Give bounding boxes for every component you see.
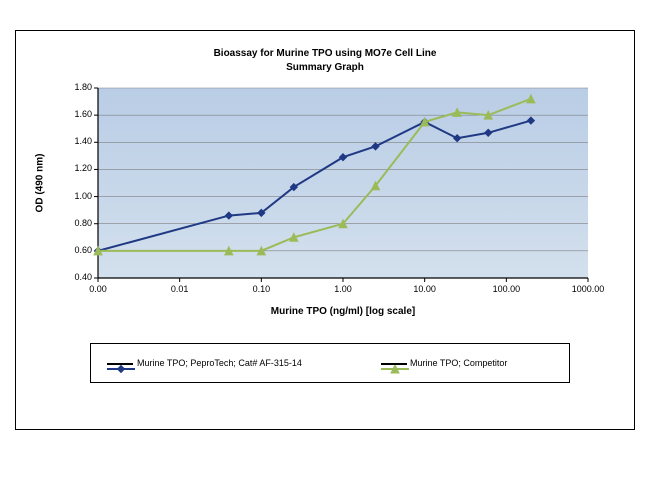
x-tick-label: 0.00 [89, 284, 107, 294]
legend-label-competitor: Murine TPO; Competitor [410, 358, 507, 368]
legend: Murine TPO; PeproTech; Cat# AF-315-14 Mu… [90, 343, 570, 383]
x-tick-label: 1.00 [334, 284, 352, 294]
legend-item-competitor: Murine TPO; Competitor [381, 358, 507, 368]
x-tick-label: 100.00 [493, 284, 521, 294]
x-tick-label: 1000.00 [572, 284, 605, 294]
legend-item-peprotech: Murine TPO; PeproTech; Cat# AF-315-14 [107, 358, 302, 368]
y-tick-label: 0.60 [64, 245, 92, 255]
y-tick-label: 1.60 [64, 109, 92, 119]
y-tick-label: 1.00 [64, 191, 92, 201]
y-tick-label: 0.40 [64, 272, 92, 282]
y-tick-label: 1.80 [64, 82, 92, 92]
chart-plot [0, 0, 650, 502]
x-tick-label: 0.10 [253, 284, 271, 294]
y-tick-label: 1.40 [64, 136, 92, 146]
y-tick-label: 0.80 [64, 218, 92, 228]
legend-label-peprotech: Murine TPO; PeproTech; Cat# AF-315-14 [137, 358, 302, 368]
x-tick-label: 10.00 [413, 284, 436, 294]
y-tick-label: 1.20 [64, 163, 92, 173]
x-tick-label: 0.01 [171, 284, 189, 294]
